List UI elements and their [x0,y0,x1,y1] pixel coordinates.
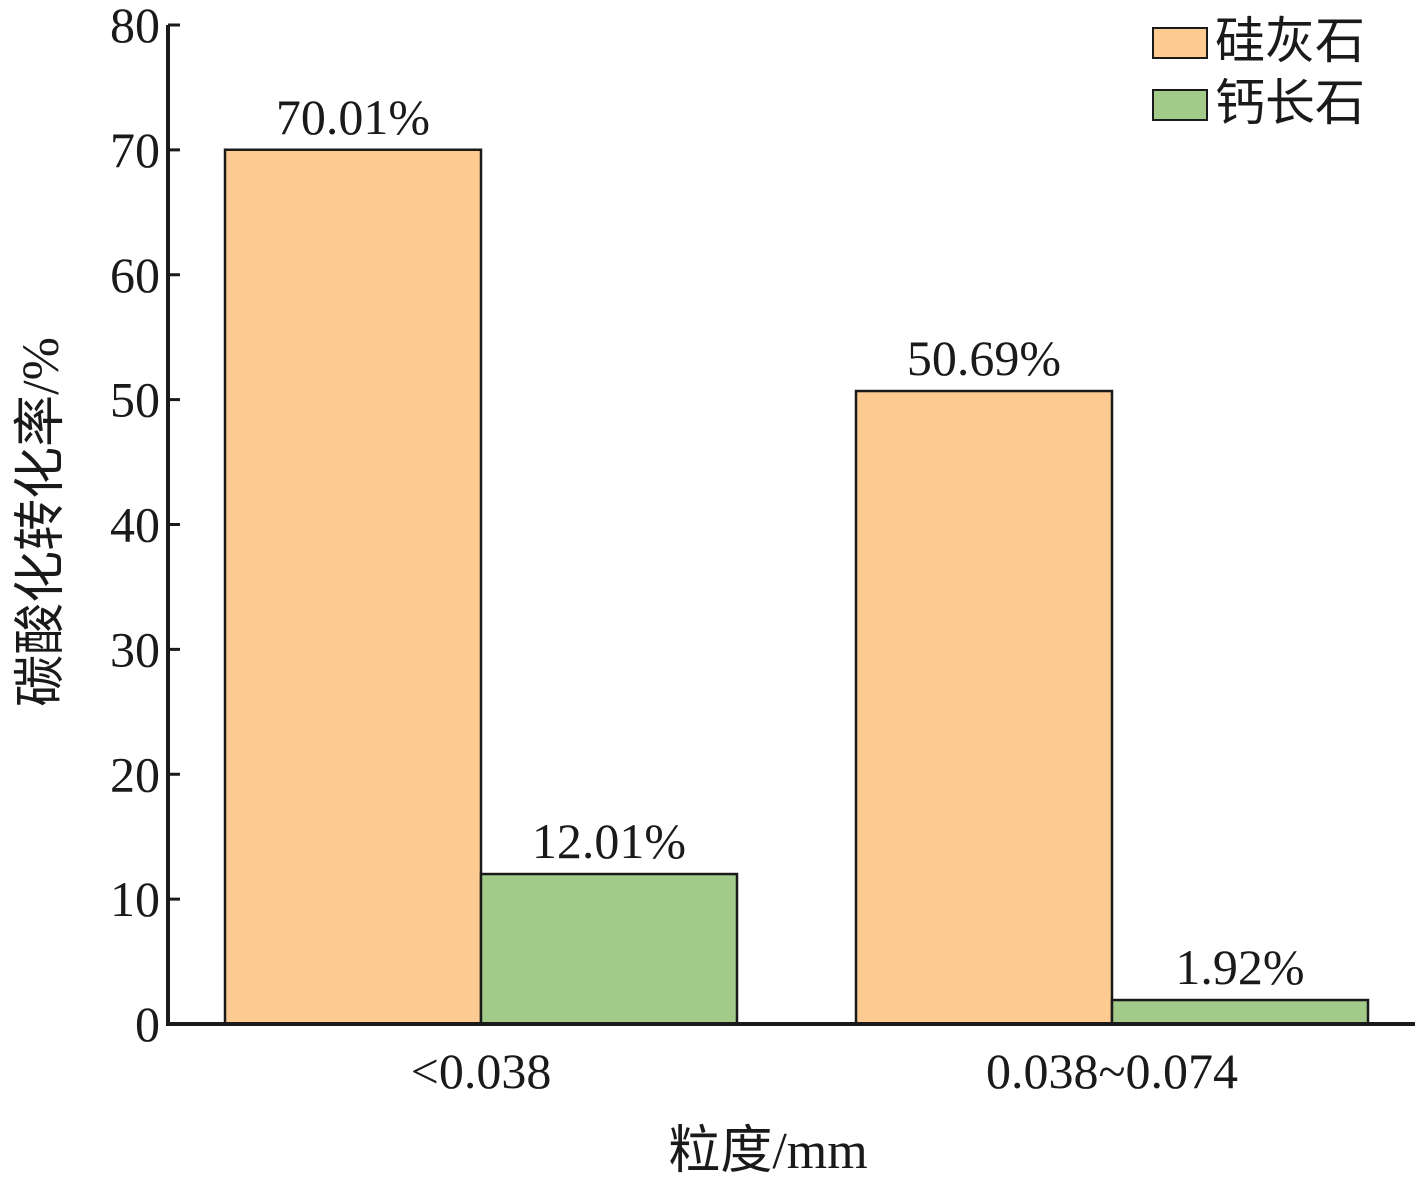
x-tick-label-2: 0.038~0.074 [986,1043,1238,1099]
bar-1-1 [223,148,483,1026]
y-tick-label-5: 40 [110,497,160,553]
y-tick-label-3: 20 [110,746,160,802]
legend-swatch-2 [1152,89,1208,121]
data-label-1-2: 50.69% [907,330,1061,386]
y-axis-title: 碳酸化转化率/% [13,337,70,707]
y-tick-label-9: 80 [110,0,160,53]
bar-2-1 [479,872,739,1026]
bar-1-2 [854,389,1114,1026]
legend-label-2: 钙长石 [1215,75,1365,131]
bars-layer [223,148,1370,1026]
data-label-2-1: 12.01% [532,813,686,869]
y-tick-label-7: 60 [110,247,160,303]
data-label-2-2: 1.92% [1175,939,1304,995]
y-tick-label-1: 0 [135,996,160,1052]
y-tick-label-8: 70 [110,122,160,178]
y-tick-label-4: 30 [110,621,160,677]
x-axis-title: 粒度/mm [668,1123,867,1180]
labels-layer: 70.01% 12.01% <0.038 50.69% 1.92% 0.038~0.074… [13,0,1305,1180]
x-tick-label-1: <0.038 [411,1043,552,1099]
bar-2-2 [1110,998,1370,1026]
legend-label-1: 硅灰石 [1215,13,1365,69]
y-tick-label-6: 50 [110,372,160,428]
legend-swatch-1 [1152,27,1208,59]
axes-layer [166,23,1415,1026]
y-tick-label-2: 10 [110,871,160,927]
data-label-1-1: 70.01% [276,89,430,145]
